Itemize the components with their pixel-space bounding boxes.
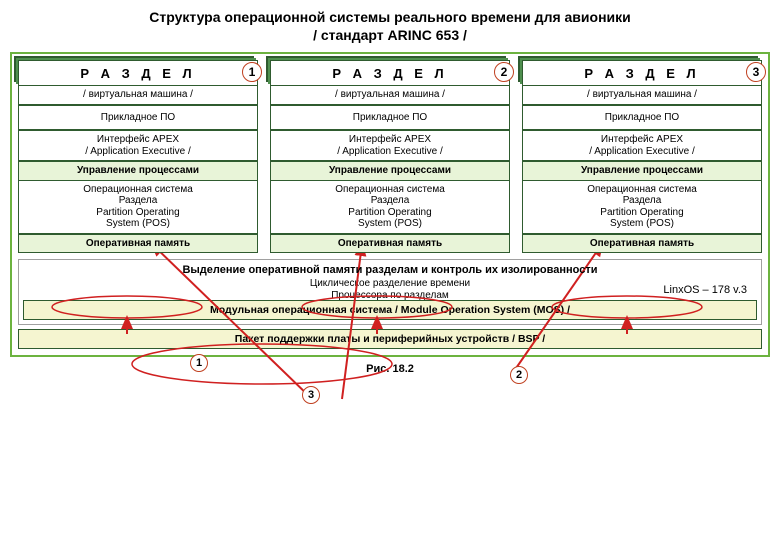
partition-head: Р А З Д Е Л (18, 60, 258, 86)
mem-label: Оперативная память (18, 234, 258, 254)
apex-label: Интерфейс APEX/ Application Executive / (18, 130, 258, 161)
pos-label: Операционная системаРаздела Partition Op… (270, 181, 510, 234)
lower-block: Выделение оперативной памяти разделам и … (18, 259, 762, 325)
vm-label: / виртуальная машина / (522, 86, 762, 105)
mem-label: Оперативная память (522, 234, 762, 254)
proc-label: Управление процессами (270, 161, 510, 181)
partition-badge: 3 (746, 62, 766, 82)
partition-badge: 2 (494, 62, 514, 82)
mem-label: Оперативная память (270, 234, 510, 254)
app-label: Прикладное ПО (270, 105, 510, 131)
proc-label: Управление процессами (18, 161, 258, 181)
lower-badge-3: 3 (302, 386, 320, 404)
vm-label: / виртуальная машина / (270, 86, 510, 105)
app-label: Прикладное ПО (18, 105, 258, 131)
mos-bar: Модульная операционная система / Module … (23, 300, 757, 320)
partition-badge: 1 (242, 62, 262, 82)
memalloc-text: Выделение оперативной памяти разделам и … (23, 264, 757, 276)
linxos-text: LinxOS – 178 v.3 (23, 284, 757, 296)
vm-label: / виртуальная машина / (18, 86, 258, 105)
partition-head: Р А З Д Е Л (522, 60, 762, 86)
app-label: Прикладное ПО (522, 105, 762, 131)
lower-badge-2: 2 (510, 366, 528, 384)
pos-label: Операционная системаРаздела Partition Op… (18, 181, 258, 234)
partitions-row: Р А З Д Е Л 1 / виртуальная машина / При… (18, 60, 762, 253)
partition-head: Р А З Д Е Л (270, 60, 510, 86)
figure-caption: Рис. 18.2 (10, 363, 770, 375)
pos-label: Операционная системаРаздела Partition Op… (522, 181, 762, 234)
apex-label: Интерфейс APEX/ Application Executive / (522, 130, 762, 161)
outer-frame: Р А З Д Е Л 1 / виртуальная машина / При… (10, 52, 770, 357)
partition-2: Р А З Д Е Л 2 / виртуальная машина / При… (270, 60, 510, 253)
bsp-bar: Пакет поддержки платы и периферийных уст… (18, 329, 762, 349)
partition-1: Р А З Д Е Л 1 / виртуальная машина / При… (18, 60, 258, 253)
diagram-title: Структура операционной системы реального… (10, 8, 770, 44)
partition-3: Р А З Д Е Л 3 / виртуальная машина / При… (522, 60, 762, 253)
apex-label: Интерфейс APEX/ Application Executive / (270, 130, 510, 161)
proc-label: Управление процессами (522, 161, 762, 181)
